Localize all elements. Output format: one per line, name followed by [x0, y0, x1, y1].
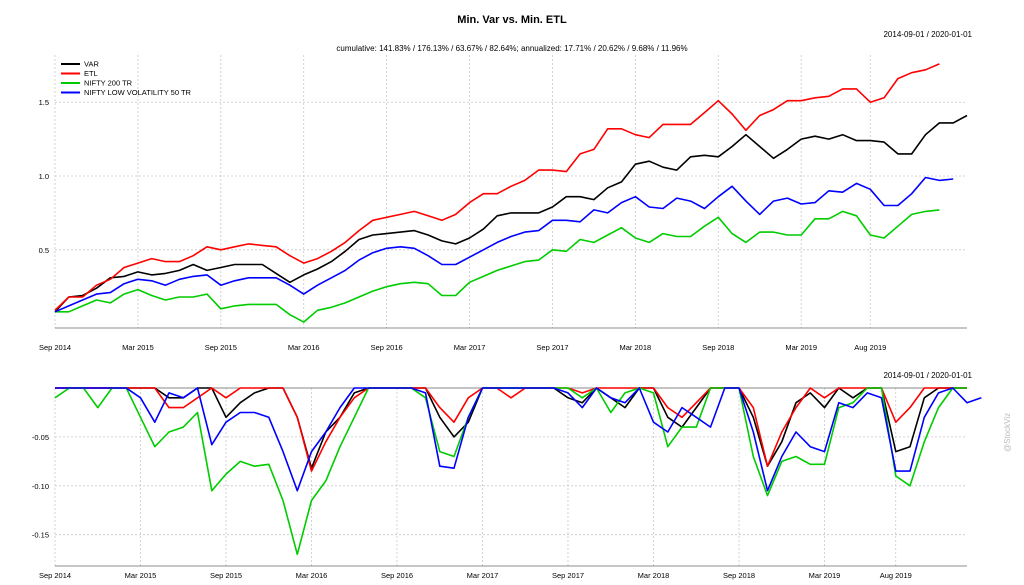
bottom-y-tick-label: -0.05 — [32, 433, 49, 442]
top-x-tick-label: Mar 2016 — [288, 343, 320, 352]
legend-label: VAR — [84, 60, 99, 69]
cumulative-returns-panel: Sep 2014 Mar 2015 Sep 2015 Mar 2016 Sep 2016… — [39, 55, 968, 352]
bottom-x-tick-label: Mar 2015 — [125, 571, 157, 580]
top-x-tick-label: Mar 2015 — [122, 343, 154, 352]
legend-label: NIFTY 200 TR — [84, 79, 133, 88]
top-x-tick-label: Mar 2018 — [620, 343, 652, 352]
top-x-tick-label: Sep 2014 — [39, 343, 71, 352]
drawdown-panel: Sep 2014 Mar 2015 Sep 2015 Mar 2016 Sep 2016… — [32, 387, 982, 580]
bottom-series-etl — [55, 387, 967, 472]
top-series-var — [54, 114, 968, 313]
top-x-tick-label: Sep 2018 — [702, 343, 734, 352]
top-x-tick-label: Mar 2019 — [785, 343, 817, 352]
top-series-etl — [54, 63, 940, 311]
top-x-tick-label: Sep 2015 — [205, 343, 237, 352]
legend-label: ETL — [84, 69, 98, 78]
top-x-tick-label: Sep 2016 — [371, 343, 403, 352]
top-y-tick-label: 1.0 — [39, 172, 49, 181]
bottom-series-nifty-200-tr — [54, 387, 967, 556]
top-x-tick-label: Sep 2017 — [536, 343, 568, 352]
bottom-x-tick-label: Sep 2014 — [39, 571, 71, 580]
top-x-tick-label: Aug 2019 — [854, 343, 886, 352]
chart-subtitle: cumulative: 141.83% / 176.13% / 63.67% /… — [336, 44, 688, 53]
bottom-x-tick-label: Mar 2016 — [296, 571, 328, 580]
top-series-nifty-200-tr — [55, 209, 940, 323]
bottom-x-tick-label: Mar 2018 — [638, 571, 670, 580]
date-range-top: 2014-09-01 / 2020-01-01 — [883, 30, 972, 39]
bottom-y-tick-label: -0.15 — [32, 531, 49, 540]
bottom-x-tick-label: Mar 2019 — [809, 571, 841, 580]
bottom-x-tick-label: Sep 2016 — [381, 571, 413, 580]
chart-title: Min. Var vs. Min. ETL — [457, 14, 567, 26]
bottom-series-var — [55, 387, 967, 470]
top-y-tick-label: 0.5 — [39, 246, 49, 255]
top-x-tick-label: Mar 2017 — [454, 343, 486, 352]
bottom-x-tick-label: Mar 2017 — [467, 571, 499, 580]
bottom-x-tick-label: Aug 2019 — [880, 571, 912, 580]
top-y-tick-label: 1.5 — [39, 98, 49, 107]
legend-label: NIFTY LOW VOLATILITY 50 TR — [84, 88, 192, 97]
bottom-x-tick-label: Sep 2017 — [552, 571, 584, 580]
top-series-nifty-low-volatility-50-tr — [54, 176, 954, 313]
bottom-x-tick-label: Sep 2018 — [723, 571, 755, 580]
bottom-y-tick-label: -0.10 — [32, 482, 49, 491]
date-range-bottom: 2014-09-01 / 2020-01-01 — [883, 371, 972, 380]
bottom-series-nifty-low-volatility-50-tr — [55, 387, 982, 492]
bottom-x-tick-label: Sep 2015 — [210, 571, 242, 580]
